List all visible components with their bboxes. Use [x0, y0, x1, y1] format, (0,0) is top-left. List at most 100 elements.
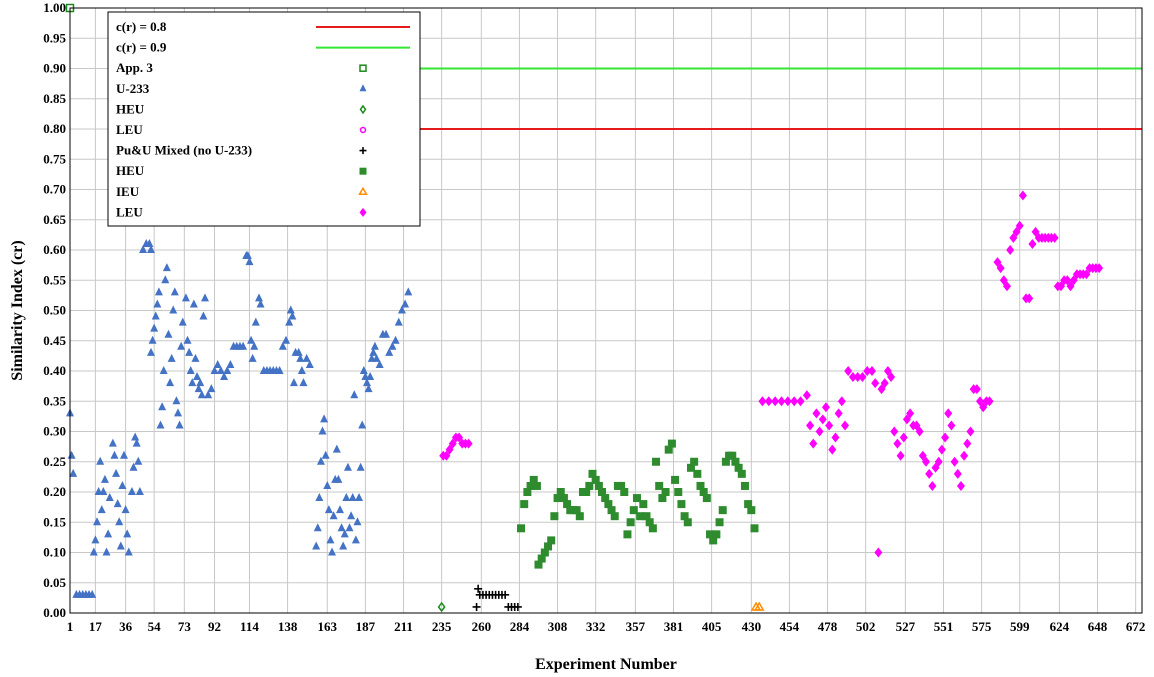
data-point	[200, 293, 209, 302]
data-point	[397, 305, 406, 314]
data-point	[790, 396, 799, 407]
y-tick-label: 0.85	[43, 91, 66, 106]
x-axis-ticks: 1 17 36 54 73 92 114 138 163 187 211 235 260 284 308 33…	[67, 619, 1146, 634]
data-point	[534, 560, 543, 569]
series-u-233	[66, 238, 413, 598]
data-point	[355, 493, 364, 502]
data-point	[604, 500, 613, 509]
data-point	[871, 378, 880, 389]
legend-symbol	[359, 167, 367, 175]
x-tick-label: 187	[356, 619, 376, 634]
data-point	[636, 512, 645, 521]
data-point	[922, 456, 931, 467]
data-point	[299, 378, 308, 387]
data-point	[289, 378, 298, 387]
data-point	[356, 462, 365, 471]
data-point	[464, 438, 473, 449]
data-point	[108, 438, 117, 447]
data-point	[340, 529, 349, 538]
data-point	[121, 505, 130, 514]
y-tick-label: 0.55	[43, 272, 66, 287]
data-point	[671, 475, 680, 484]
data-point	[758, 396, 767, 407]
data-point	[896, 450, 905, 461]
data-point	[104, 529, 113, 538]
legend-symbol	[359, 84, 367, 92]
x-tick-label: 332	[586, 619, 606, 634]
data-point	[874, 547, 883, 558]
data-point	[696, 481, 705, 490]
data-point	[288, 311, 297, 320]
legend-label: c(r) = 0.9	[116, 40, 167, 55]
y-tick-label: 0.60	[43, 242, 66, 257]
data-point	[783, 396, 792, 407]
legend-label: LEU	[116, 122, 143, 137]
data-point	[296, 353, 305, 362]
data-point	[256, 299, 265, 308]
data-point	[343, 462, 352, 471]
data-point	[607, 506, 616, 515]
data-point	[97, 505, 106, 514]
legend-label: c(r) = 0.8	[116, 19, 167, 34]
x-tick-label: 73	[178, 619, 192, 634]
data-point	[132, 438, 141, 447]
data-point	[220, 372, 229, 381]
data-point	[110, 450, 119, 459]
data-point	[196, 378, 205, 387]
data-point	[166, 378, 175, 387]
data-point	[158, 402, 167, 411]
data-point	[544, 542, 553, 551]
data-point	[718, 506, 727, 515]
data-point	[326, 535, 335, 544]
data-point	[275, 366, 284, 374]
x-tick-label: 54	[148, 619, 162, 634]
data-point	[667, 439, 676, 448]
x-tick-label: 163	[318, 619, 338, 634]
data-point	[162, 263, 171, 272]
data-point	[837, 396, 846, 407]
data-point	[342, 493, 351, 502]
data-point	[131, 432, 140, 441]
data-point	[278, 341, 287, 350]
data-point	[135, 487, 144, 495]
data-point	[145, 238, 154, 247]
x-tick-label: 624	[1050, 619, 1070, 634]
data-point	[1095, 263, 1104, 274]
x-tick-label: 430	[742, 619, 762, 634]
y-tick-label: 0.25	[43, 454, 66, 469]
data-point	[963, 438, 972, 449]
y-tick-label: 0.40	[43, 363, 66, 378]
data-point	[370, 341, 379, 350]
data-point	[655, 481, 664, 490]
data-point	[100, 474, 109, 483]
data-point	[993, 257, 1002, 268]
data-point	[189, 299, 198, 308]
data-point	[332, 444, 341, 453]
data-point	[1015, 220, 1024, 231]
data-point	[588, 469, 597, 478]
data-point	[523, 488, 532, 496]
y-tick-label: 0.70	[43, 182, 66, 197]
data-point	[877, 384, 886, 395]
data-point	[956, 480, 965, 491]
data-point	[1018, 190, 1027, 201]
x-tick-label: 551	[934, 619, 954, 634]
data-point	[112, 468, 121, 477]
data-point	[204, 390, 213, 399]
data-point	[243, 251, 252, 260]
data-point	[254, 293, 263, 302]
data-point	[834, 408, 843, 419]
data-point	[183, 335, 192, 344]
series-pu-u-mixed-no-u-233-	[472, 584, 522, 611]
data-point	[197, 390, 206, 399]
data-point	[226, 359, 235, 368]
data-point	[693, 469, 702, 478]
data-point	[976, 396, 985, 407]
data-point	[92, 517, 101, 526]
y-tick-label: 0.30	[43, 424, 66, 439]
data-point	[281, 335, 290, 344]
x-tick-label: 599	[1010, 619, 1030, 634]
data-point	[585, 481, 594, 490]
y-tick-label: 0.35	[43, 393, 66, 408]
data-point	[388, 341, 397, 350]
